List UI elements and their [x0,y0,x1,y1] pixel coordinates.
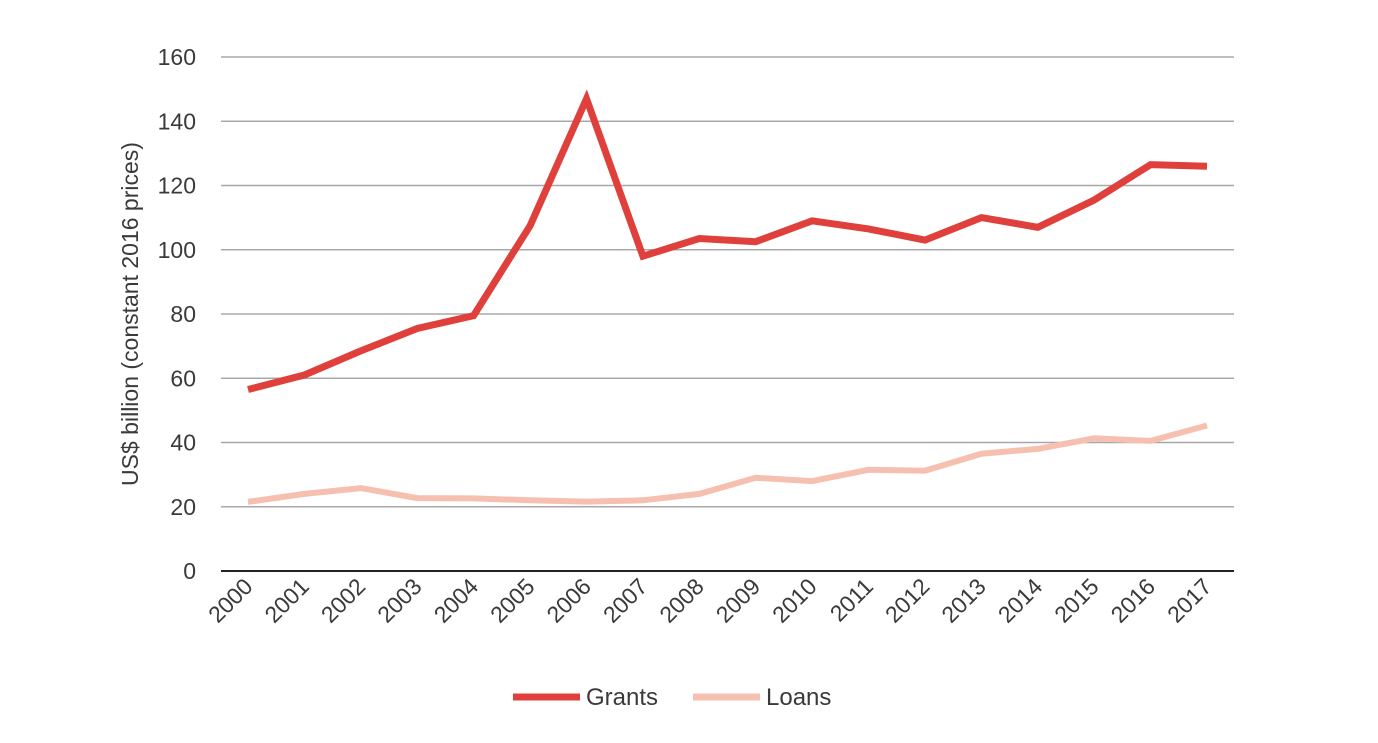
y-tick-label: 160 [158,44,196,70]
y-tick-label: 60 [170,365,196,391]
legend: Grants Loans [513,684,831,711]
x-tick-label: 2000 [203,573,258,628]
x-tick-label: 2017 [1162,573,1217,628]
x-tick-label: 2013 [936,573,991,628]
x-tick-label: 2011 [825,573,878,626]
x-tick-label: 2003 [372,573,427,628]
y-tick-label: 40 [170,430,196,456]
x-tick-label: 2008 [654,573,709,628]
x-tick-label: 2006 [541,573,596,628]
x-tick-label: 2014 [993,573,1048,628]
legend-label-grants: Grants [586,684,658,711]
x-tick-label: 2010 [767,573,822,628]
x-tick-label: 2002 [316,573,371,628]
x-tick-label: 2012 [880,573,935,628]
x-tick-label: 2009 [711,573,766,628]
x-tick-label: 2015 [1049,573,1104,628]
legend-label-loans: Loans [766,684,831,711]
y-axis-title: US$ billion (constant 2016 prices) [117,142,143,486]
series-line-loans [247,422,1208,505]
y-tick-label: 0 [183,558,196,584]
y-tick-label: 100 [158,237,196,263]
x-axis-ticks: 2000 2001 2002 2003 2004 2005 2006 2007 2008 2009… [203,573,1217,628]
y-tick-label: 140 [158,108,196,134]
series-lines [247,89,1208,505]
gridlines [221,56,1234,572]
y-axis-ticks: 0 20 40 60 80 100 120 140 160 [158,44,196,584]
x-tick-label: 2007 [598,573,653,628]
y-tick-label: 80 [170,301,196,327]
x-tick-label: 2005 [485,573,540,628]
series-line-grants [247,89,1208,393]
y-tick-label: 120 [158,173,196,199]
y-tick-label: 20 [170,494,196,520]
x-tick-label: 2016 [1106,573,1161,628]
x-tick-label: 2001 [259,573,314,628]
x-tick-label: 2004 [429,573,484,628]
